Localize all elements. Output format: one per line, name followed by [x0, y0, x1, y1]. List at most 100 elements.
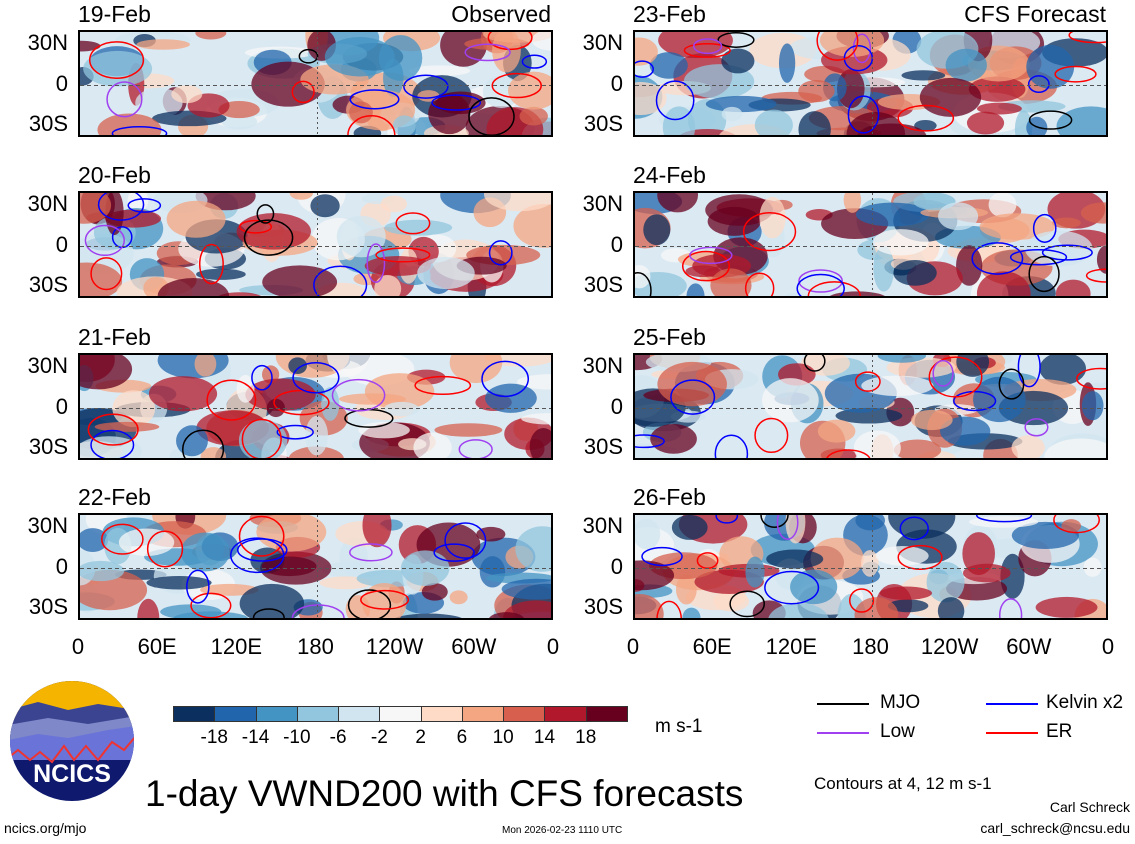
- map-panel: [78, 191, 553, 298]
- anomaly-shading: [118, 528, 175, 557]
- panel-date: 23-Feb: [633, 1, 706, 27]
- wave-contour: [481, 360, 530, 398]
- colorbar-swatch: [214, 706, 257, 722]
- legend-label-low: Low: [880, 721, 915, 742]
- anomaly-shading: [785, 515, 806, 544]
- wave-contour: [186, 569, 210, 604]
- wave-contour: [487, 32, 533, 51]
- colorbar-swatch: [461, 706, 505, 722]
- x-tick-label: 0: [626, 634, 640, 659]
- x-tick-label: 120W: [365, 634, 424, 659]
- anomaly-shading: [194, 355, 217, 377]
- anomaly-shading: [1035, 596, 1098, 618]
- wave-contour: [681, 250, 730, 282]
- anomaly-shading: [798, 111, 831, 135]
- anomaly-shading: [94, 421, 160, 432]
- wave-contour: [433, 543, 475, 562]
- wave-contour: [291, 80, 315, 104]
- y-tick-label: 30N: [27, 353, 68, 379]
- wave-contour: [807, 281, 861, 296]
- anomaly-shading: [1039, 355, 1086, 385]
- anomaly-shading: [374, 275, 402, 296]
- legend-label-kelvin: Kelvin x2: [1046, 692, 1124, 713]
- anomaly-shading: [1011, 521, 1079, 550]
- y-tick-label: 30S: [583, 433, 623, 459]
- x-tick-label: 60W: [1006, 634, 1052, 659]
- anomaly-shading: [710, 268, 752, 296]
- anomaly-shading: [288, 357, 307, 375]
- anomaly-shading: [160, 604, 222, 618]
- anomaly-shading: [195, 32, 227, 40]
- colorbar-label: 2: [415, 727, 426, 748]
- anomaly-shading: [705, 95, 777, 113]
- y-tick-label: 0: [610, 393, 623, 419]
- wave-contour: [764, 570, 820, 605]
- anomaly-shading: [146, 576, 212, 590]
- y-tick-label: 30N: [27, 513, 68, 539]
- colorbar-swatch: [379, 706, 422, 722]
- wave-contour: [292, 361, 340, 394]
- anomaly-shading: [853, 430, 901, 458]
- anomaly-shading: [336, 215, 386, 258]
- x-tick-label: 180: [297, 634, 334, 659]
- anomaly-shading: [310, 194, 340, 218]
- anomaly-shading: [635, 593, 664, 618]
- x-tick-label: 0: [546, 634, 560, 659]
- wave-contour: [715, 515, 739, 524]
- wave-contour: [1027, 75, 1050, 94]
- y-tick-label: 0: [55, 393, 68, 419]
- anomaly-shading: [417, 257, 475, 290]
- anomaly-shading: [855, 202, 930, 227]
- map-panel: [78, 353, 553, 460]
- colorbar-label: 6: [456, 727, 468, 748]
- colorbar-label: 18: [575, 727, 597, 748]
- anomaly-shading: [762, 378, 819, 423]
- colorbar-swatch: [173, 706, 216, 722]
- anomaly-shading: [521, 413, 551, 425]
- anomaly-shading: [721, 48, 755, 74]
- source-url[interactable]: ncics.org/mjo: [4, 820, 87, 836]
- x-tick-label: 60W: [451, 634, 497, 659]
- anomaly-shading: [166, 200, 226, 238]
- anomaly-shading: [1052, 217, 1081, 229]
- anomaly-shading: [513, 204, 551, 248]
- wave-contour: [803, 355, 826, 372]
- author-email[interactable]: carl_schreck@ncsu.edu: [980, 820, 1130, 836]
- anomaly-shading: [135, 87, 183, 119]
- wave-contour: [97, 193, 145, 221]
- wave-contour: [251, 364, 273, 391]
- anomaly-shading: [1083, 557, 1102, 577]
- anomaly-shading: [80, 528, 109, 553]
- wave-contour: [754, 417, 789, 454]
- wave-contour: [717, 32, 755, 48]
- anomaly-shading: [966, 111, 1005, 135]
- anomaly-shading: [759, 196, 786, 239]
- wave-contour: [744, 272, 775, 296]
- anomaly-shading: [200, 583, 259, 596]
- x-tick-label: 120E: [210, 634, 263, 659]
- anomaly-shading: [449, 590, 468, 605]
- y-tick-label: 30N: [27, 191, 68, 217]
- wave-contour: [816, 32, 859, 61]
- wave-contour: [198, 243, 224, 285]
- wave-contour: [635, 60, 654, 78]
- anomaly-shading: [671, 515, 708, 540]
- wave-contour: [847, 95, 880, 134]
- anomaly-shading: [380, 195, 408, 213]
- anomaly-shading: [940, 416, 991, 446]
- wave-contour: [928, 356, 983, 398]
- wave-contour: [1054, 65, 1097, 83]
- wave-contour: [146, 530, 184, 568]
- anomaly-shading: [919, 77, 982, 117]
- anomaly-shading: [893, 260, 937, 286]
- wave-contour: [395, 212, 431, 235]
- anomaly-shading: [682, 607, 701, 618]
- wave-contour: [1076, 367, 1106, 390]
- wave-contour: [998, 368, 1025, 400]
- wave-contour: [1041, 244, 1093, 261]
- wave-contour: [635, 434, 665, 449]
- anomaly-shading: [657, 361, 727, 407]
- anomaly-shading: [409, 65, 471, 77]
- anomaly-shading: [413, 432, 452, 458]
